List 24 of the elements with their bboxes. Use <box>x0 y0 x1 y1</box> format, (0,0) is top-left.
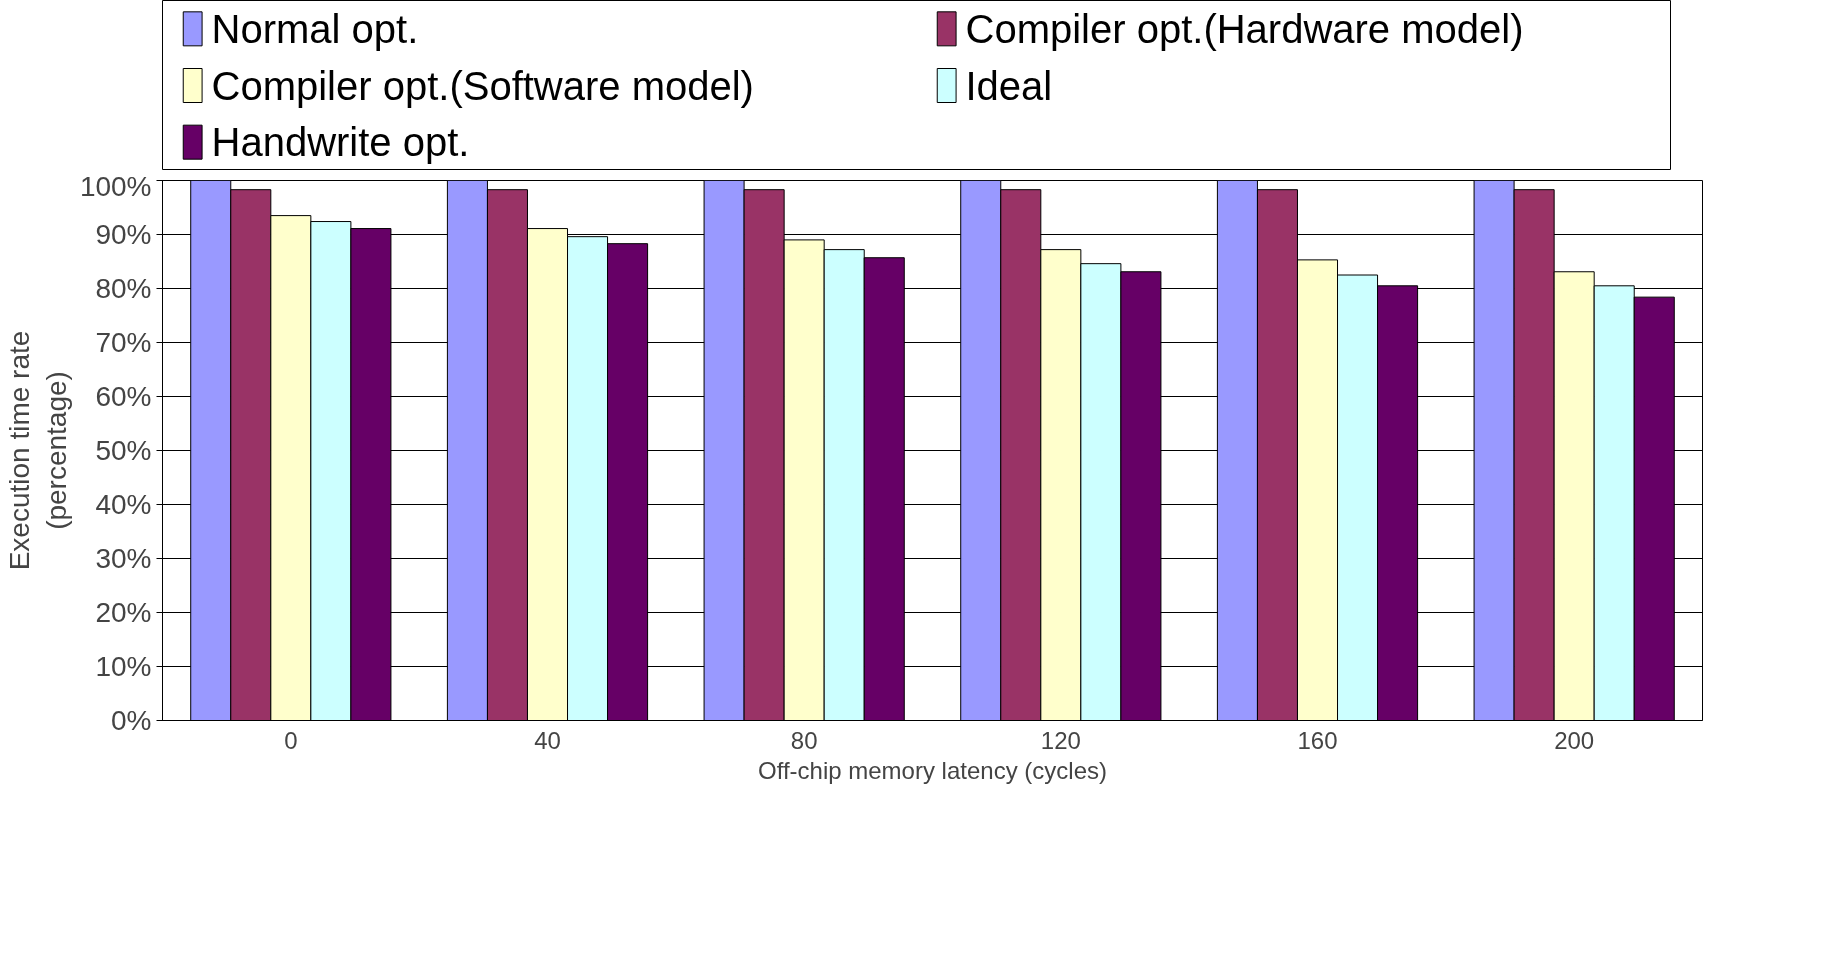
x-tick-label: 120 <box>1040 726 1081 754</box>
y-tick-label: 20% <box>95 597 152 628</box>
x-tick-label: 80 <box>790 726 818 754</box>
x-tick-label: 40 <box>534 726 561 754</box>
y-tick-label: 90% <box>95 219 152 250</box>
x-tick-label: 0 <box>284 726 298 754</box>
y-axis-title: Execution time rate (percentage) <box>3 330 72 571</box>
y-tick-label: 10% <box>95 651 152 682</box>
legend-label: Handwrite opt. <box>211 120 470 165</box>
y-tick-label: 60% <box>95 381 152 412</box>
legend-label: Normal opt. <box>211 6 419 51</box>
y-tick-label: 0% <box>111 705 152 736</box>
y-tick-label: 40% <box>95 489 152 520</box>
y-tick-label: 30% <box>95 543 152 574</box>
legend-label: Compiler opt.(Hardware model) <box>965 6 1524 51</box>
x-tick-label: 160 <box>1297 726 1338 754</box>
y-tick-label: 100% <box>79 170 152 202</box>
x-tick-label: 200 <box>1554 726 1595 754</box>
x-axis-title: Off-chip memory latency (cycles) <box>758 756 1107 784</box>
legend-label: Compiler opt.(Software model) <box>211 63 754 108</box>
y-tick-label: 80% <box>95 273 152 304</box>
y-tick-label: 50% <box>95 435 152 466</box>
legend-label: Ideal <box>965 63 1053 108</box>
y-tick-label: 70% <box>95 327 152 358</box>
